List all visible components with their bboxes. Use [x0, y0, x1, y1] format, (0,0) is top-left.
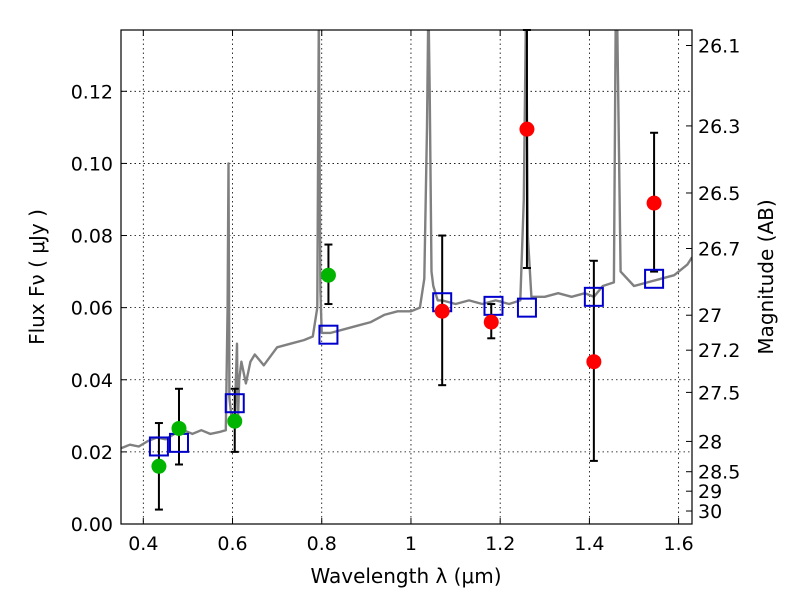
x-tick-label: 0.8: [307, 533, 337, 555]
y-tick-label: 0.06: [71, 298, 113, 320]
model-photometry-square: [583, 286, 604, 307]
detection-point: [171, 420, 187, 436]
y-axis-label: Flux Fν ( μJy ): [25, 209, 49, 345]
x-tick-label: 1.2: [485, 533, 515, 555]
spectrum-line: [121, 30, 692, 450]
model-photometry-square: [644, 268, 665, 289]
y2-tick-label: 26.7: [698, 239, 740, 261]
y-tick-label: 0.04: [71, 370, 113, 392]
y2-tick-label: 27: [698, 305, 722, 327]
plot-frame: [120, 29, 693, 525]
axis-ticks: 0.4 0.6 0.8 1 1.2 1.4 1.6 0.00 0.02 0.04 0.06 0.08 0…: [71, 30, 740, 555]
model-photometry-square: [483, 295, 504, 316]
x-tick-label: 0.4: [128, 533, 158, 555]
x-tick-label: 0.6: [217, 533, 247, 555]
x-axis-label: Wavelength λ (μm): [310, 564, 501, 588]
x-tick-label: 1: [405, 533, 417, 555]
y-tick-label: 0.12: [71, 81, 113, 103]
model-photometry-square: [318, 324, 339, 345]
y2-tick-label: 28: [698, 431, 722, 453]
model-photometry-square: [224, 393, 245, 414]
detection-point: [646, 195, 662, 211]
detection-point: [586, 354, 602, 370]
y2-tick-label: 30: [698, 501, 722, 523]
y2-tick-label: 28.5: [698, 462, 740, 484]
detection-point: [483, 314, 499, 330]
y2-tick-label: 29: [698, 481, 722, 503]
y2-tick-label: 26.3: [698, 116, 740, 138]
plot-area: [121, 30, 692, 450]
y2-axis-label: Magnitude (AB): [754, 199, 778, 354]
detection-point: [320, 267, 336, 283]
detection-point: [151, 458, 167, 474]
y-tick-label: 0.08: [71, 226, 113, 248]
y-tick-label: 0.00: [71, 514, 113, 536]
y2-tick-label: 27.5: [698, 382, 740, 404]
model-photometry-square: [516, 297, 537, 318]
y2-tick-label: 26.1: [698, 36, 740, 58]
model-photometry-square: [148, 436, 169, 457]
detection-point: [434, 303, 450, 319]
x-tick-label: 1.4: [574, 533, 604, 555]
detection-point: [227, 413, 243, 429]
data-markers: [148, 121, 665, 474]
detection-point: [519, 121, 535, 137]
y-tick-label: 0.10: [71, 153, 113, 175]
y-tick-label: 0.02: [71, 442, 113, 464]
y2-tick-label: 26.5: [698, 183, 740, 205]
y2-tick-label: 27.2: [698, 340, 740, 362]
x-tick-label: 1.6: [664, 533, 694, 555]
